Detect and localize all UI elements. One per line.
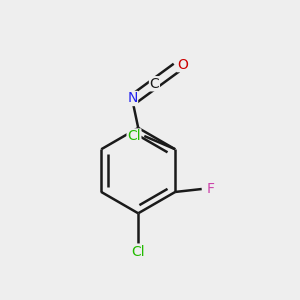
Text: Cl: Cl — [131, 244, 145, 259]
Text: O: O — [177, 58, 188, 72]
Text: F: F — [206, 182, 214, 196]
Text: C: C — [149, 77, 159, 91]
Text: Cl: Cl — [127, 129, 141, 143]
Text: N: N — [127, 92, 137, 106]
